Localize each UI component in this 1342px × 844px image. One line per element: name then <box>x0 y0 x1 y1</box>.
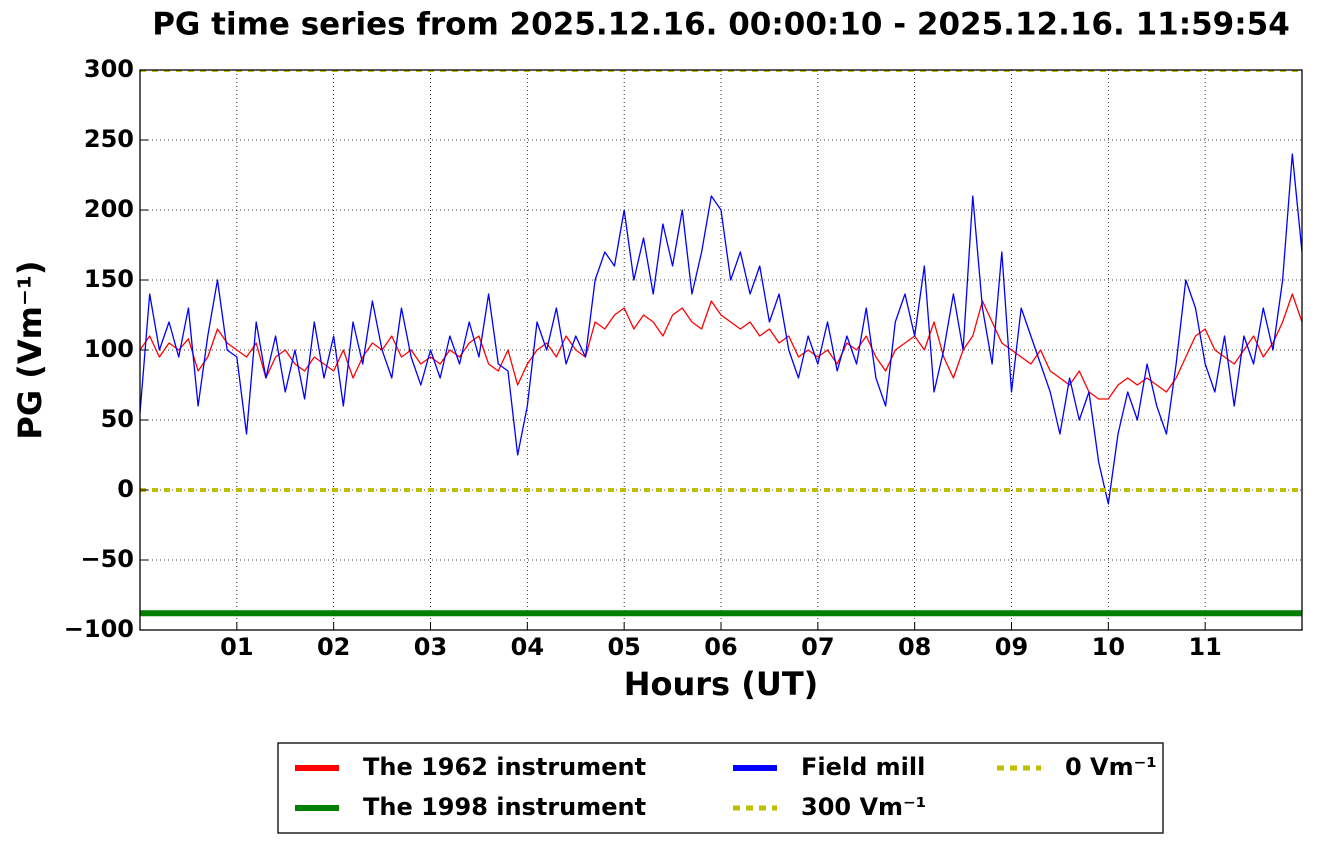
ticks: 01 02 03 04 05 06 07 08 09 10 11 −100 −50 0 50 100 150 20… <box>64 55 1222 661</box>
x-tick-label: 03 <box>414 633 447 661</box>
legend-label: 300 Vm⁻¹ <box>801 793 926 821</box>
y-tick-label: 0 <box>117 475 134 503</box>
chart-title: PG time series from 2025.12.16. 00:00:10… <box>152 7 1290 43</box>
x-tick-label: 01 <box>220 633 253 661</box>
x-tick-label: 04 <box>511 633 544 661</box>
y-tick-label: −100 <box>64 615 134 643</box>
y-tick-label: −50 <box>80 545 134 573</box>
x-tick-label: 08 <box>898 633 931 661</box>
y-axis-label: PG (Vm⁻¹) <box>11 260 49 439</box>
y-tick-label: 250 <box>84 125 134 153</box>
y-tick-label: 200 <box>84 195 134 223</box>
x-tick-label: 11 <box>1188 633 1221 661</box>
series-line <box>140 153 1302 505</box>
series-line <box>140 293 1302 400</box>
legend-label: Field mill <box>801 753 925 781</box>
x-tick-label: 06 <box>704 633 737 661</box>
legend-label: 0 Vm⁻¹ <box>1065 753 1157 781</box>
x-tick-label: 02 <box>317 633 350 661</box>
y-tick-label: 100 <box>84 335 134 363</box>
x-tick-label: 05 <box>607 633 640 661</box>
legend-label: The 1998 instrument <box>363 793 646 821</box>
legend-box <box>277 742 1164 834</box>
plot-lines <box>140 70 1302 617</box>
legend: The 1962 instrument The 1998 instrument Fi… <box>295 753 1157 821</box>
x-tick-label: 10 <box>1092 633 1125 661</box>
x-tick-label: 09 <box>995 633 1028 661</box>
x-tick-label: 07 <box>801 633 834 661</box>
y-tick-label: 300 <box>84 55 134 83</box>
legend-label: The 1962 instrument <box>363 753 646 781</box>
y-tick-label: 150 <box>84 265 134 293</box>
y-tick-label: 50 <box>101 405 134 433</box>
x-axis-label: Hours (UT) <box>624 665 819 703</box>
